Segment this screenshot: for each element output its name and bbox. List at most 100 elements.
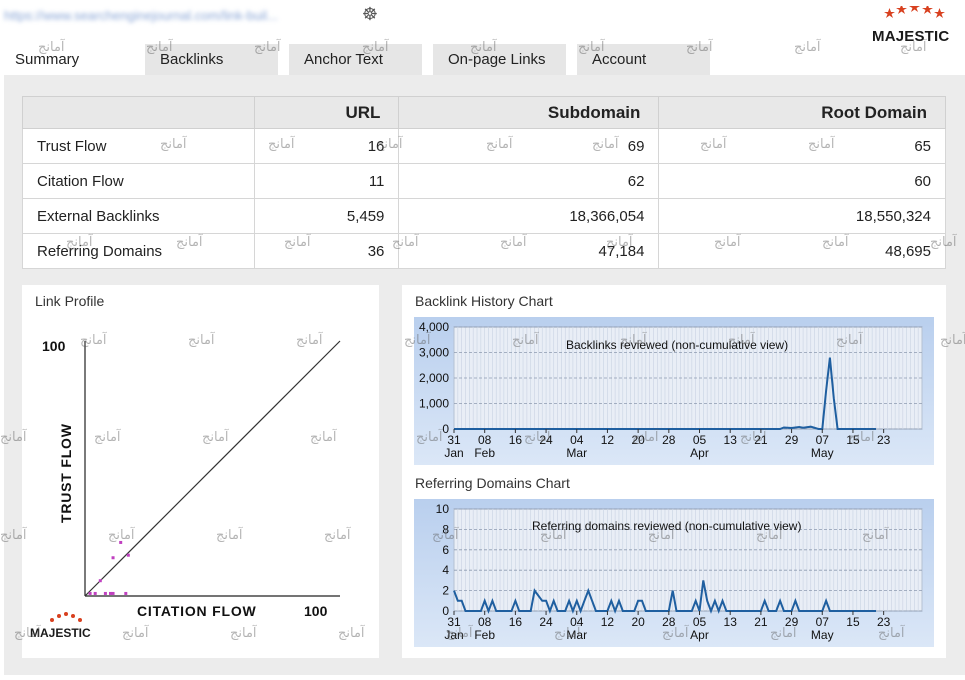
backlink-month-label: Mar [566, 446, 587, 460]
scatter-point [109, 591, 112, 595]
url-value: 11 [253, 163, 400, 199]
domains-month-label: Apr [690, 628, 709, 642]
backlink-x-tick-label: 12 [601, 433, 615, 447]
scatter-point [98, 579, 102, 583]
backlink-y-tick-label: 2,000 [419, 371, 449, 385]
scatter-point [93, 591, 97, 595]
backlink-month-label: Jan [444, 446, 463, 460]
tab-summary[interactable]: Summary [0, 44, 134, 76]
domains-x-tick-label: 04 [570, 615, 584, 629]
domains-x-tick-label: 08 [478, 615, 492, 629]
backlink-x-tick-label: 21 [754, 433, 768, 447]
scatter-point [119, 540, 123, 544]
domains-x-tick-label: 05 [693, 615, 707, 629]
history-panel: Backlink History Chart Backlinks reviewe… [402, 285, 946, 658]
domains-x-tick-label: 29 [785, 615, 799, 629]
table-row: External Backlinks 5,459 18,366,054 18,5… [22, 198, 946, 234]
domains-x-tick-label: 23 [877, 615, 891, 629]
column-header-subdomain: Subdomain [398, 96, 660, 129]
domains-month-label: Feb [474, 628, 495, 642]
backlink-x-tick-label: 04 [570, 433, 584, 447]
domains-x-tick-label: 13 [724, 615, 738, 629]
url-value: 5,459 [253, 198, 400, 234]
stats-table: URL Subdomain Root Domain Trust Flow 16 … [22, 96, 946, 269]
domains-y-tick-label: 8 [442, 522, 449, 536]
domains-y-tick-label: 2 [442, 584, 449, 598]
majestic-logo: MAJESTIC [872, 6, 954, 46]
domains-x-tick-label: 07 [816, 615, 830, 629]
link-profile-panel: Link Profile 100 100 CITATION FLOW TRUST… [22, 285, 379, 658]
subdomain-value: 18,366,054 [398, 198, 660, 234]
domains-chart-caption: Referring domains reviewed (non-cumulati… [532, 519, 801, 533]
logo-stars-icon [884, 6, 945, 18]
table-row: Citation Flow 11 62 60 [22, 163, 946, 199]
backlink-month-label: May [811, 446, 834, 460]
column-header-blank [22, 96, 255, 129]
backlink-x-tick-label: 13 [724, 433, 738, 447]
tab-backlinks[interactable]: Backlinks [145, 44, 278, 76]
domains-y-tick-label: 10 [436, 502, 450, 516]
diagonal-reference-line [84, 340, 341, 597]
backlink-y-tick-label: 3,000 [419, 346, 449, 360]
link-profile-brand: MAJESTIC [30, 626, 91, 640]
row-label: Citation Flow [22, 163, 255, 199]
domains-y-tick-label: 6 [442, 543, 449, 557]
backlink-x-tick-label: 23 [877, 433, 891, 447]
x-axis-label: CITATION FLOW [137, 603, 257, 619]
link-profile-chart: 100 100 CITATION FLOW TRUST FLOW MAJESTI… [30, 338, 341, 640]
domains-x-tick-label: 21 [754, 615, 768, 629]
scatter-point [111, 591, 115, 595]
y-axis-label: TRUST FLOW [58, 423, 74, 523]
domains-month-label: Jan [444, 628, 463, 642]
url-address[interactable]: https://www.searchenginejournal.com/link… [4, 8, 278, 23]
root-domain-value: 65 [658, 128, 946, 164]
stats-header-row: URL Subdomain Root Domain [22, 96, 946, 129]
backlink-chart-title: Backlink History Chart [415, 293, 553, 309]
logo-wordmark: MAJESTIC [872, 28, 950, 45]
domains-x-tick-label: 24 [539, 615, 553, 629]
column-header-root-domain: Root Domain [658, 96, 946, 129]
row-label: Trust Flow [22, 128, 255, 164]
domains-x-tick-label: 20 [631, 615, 645, 629]
column-header-url: URL [253, 96, 400, 129]
root-domain-value: 60 [658, 163, 946, 199]
domains-x-tick-label: 31 [447, 615, 461, 629]
scatter-point [124, 591, 128, 595]
backlink-x-tick-label: 29 [785, 433, 799, 447]
tab-on-page-links[interactable]: On-page Links [433, 44, 566, 76]
domains-x-tick-label: 12 [601, 615, 615, 629]
scatter-point [103, 591, 107, 595]
subdomain-value: 47,184 [398, 233, 660, 269]
backlink-history-chart: Backlinks reviewed (non-cumulative view)… [414, 317, 934, 465]
tab-anchor-text[interactable]: Anchor Text [289, 44, 422, 76]
domains-chart-title: Referring Domains Chart [415, 475, 570, 491]
domains-y-tick-label: 0 [442, 604, 449, 618]
tab-account[interactable]: Account [577, 44, 710, 76]
referring-domains-chart: Referring domains reviewed (non-cumulati… [414, 499, 934, 647]
scatter-point [126, 553, 130, 557]
domains-x-tick-label: 16 [509, 615, 523, 629]
backlink-x-tick-label: 31 [447, 433, 461, 447]
row-label: External Backlinks [22, 198, 255, 234]
domains-x-tick-label: 28 [662, 615, 676, 629]
domains-month-label: Mar [566, 628, 587, 642]
settings-gear-icon[interactable]: ☸ [361, 4, 379, 24]
row-label: Referring Domains [22, 233, 255, 269]
subdomain-value: 62 [398, 163, 660, 199]
backlink-x-tick-label: 15 [846, 433, 860, 447]
link-profile-majestic-logo: MAJESTIC [30, 612, 91, 640]
domains-x-tick-label: 15 [846, 615, 860, 629]
domains-series-line [453, 580, 876, 614]
root-domain-value: 18,550,324 [658, 198, 946, 234]
scatter-point [88, 591, 92, 595]
backlink-month-label: Apr [690, 446, 709, 460]
backlink-y-tick-label: 4,000 [419, 320, 449, 334]
url-value: 16 [253, 128, 400, 164]
backlink-series-line [454, 357, 876, 430]
backlink-y-tick-label: 1,000 [419, 397, 449, 411]
tab-bar: Summary Backlinks Anchor Text On-page Li… [0, 44, 965, 76]
table-row: Trust Flow 16 69 65 [22, 128, 946, 164]
domains-y-tick-label: 4 [442, 563, 449, 577]
backlink-y-tick-label: 0 [442, 422, 449, 436]
y-axis-max-label: 100 [42, 338, 66, 354]
